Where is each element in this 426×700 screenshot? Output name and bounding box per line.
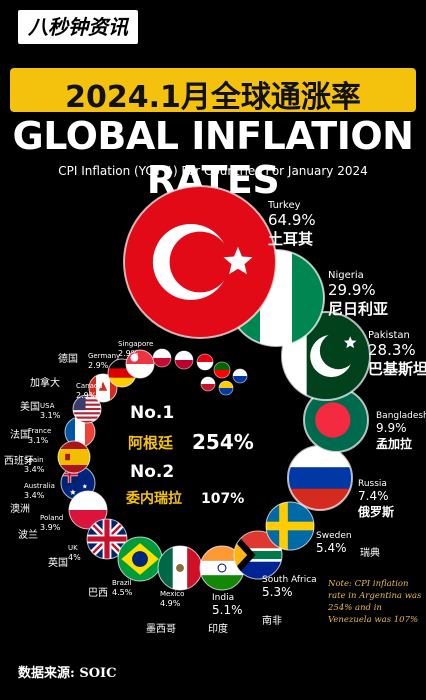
note-text: Note: CPI inflation rate in Argentina wa…	[328, 579, 422, 625]
label-cn-sweden: 瑞典	[360, 546, 380, 559]
title-banner: 2024.1月全球通涨率	[10, 68, 416, 115]
label-name-bangladesh: Bangladesh	[376, 411, 426, 421]
tiny-flag	[232, 368, 248, 384]
label-name-singapore: Singapore	[118, 340, 153, 348]
bubble-turkey	[123, 185, 277, 339]
label-cn-spain: 西班牙	[4, 455, 34, 467]
label-value-france: 3.1%	[28, 436, 49, 445]
label-value-brazil: 4.5%	[112, 588, 133, 597]
label-name-poland: Poland	[40, 514, 63, 522]
label-name-turkey: Turkey	[267, 200, 301, 211]
label-name-spain: Spain	[24, 456, 44, 464]
title-cn: 2024.1月全球通涨率	[65, 80, 361, 115]
tiny-flag	[213, 361, 231, 379]
label-name-france: France	[28, 427, 51, 435]
no1-country: 阿根廷	[128, 434, 174, 452]
label-name-sweden: Sweden	[316, 531, 352, 541]
label-value-mexico: 4.9%	[160, 599, 181, 608]
label-name-india: India	[212, 593, 234, 603]
label-cn-turkey: 土耳其	[268, 230, 313, 248]
label-name-pakistan: Pakistan	[368, 330, 410, 341]
no2-value: 107%	[201, 491, 244, 507]
tiny-flag	[200, 376, 216, 392]
bubble-russia	[287, 445, 353, 511]
no1-value: 254%	[192, 430, 254, 454]
label-value-bangladesh: 9.9%	[376, 421, 407, 435]
subtitle: CPI Inflation (YOY%) For Countries For J…	[58, 164, 368, 178]
source-label: 数据来源:	[18, 666, 75, 681]
no1-label: No.1	[130, 403, 174, 423]
label-name-germany: Germany	[88, 352, 120, 360]
label-value-canada: 2.9%	[76, 391, 97, 400]
data-source: 数据来源: SOIC	[18, 662, 116, 681]
label-name-uk: UK	[68, 544, 78, 552]
bubble-spain	[57, 440, 91, 474]
tiny-flag	[174, 350, 194, 370]
label-value-russia: 7.4%	[358, 489, 389, 503]
label-name-nigeria: Nigeria	[328, 270, 364, 281]
label-value-usa: 3.1%	[40, 411, 61, 420]
label-value-south-africa: 5.3%	[262, 585, 293, 599]
label-cn-france: 法国	[10, 428, 30, 441]
tiny-flag	[196, 353, 214, 371]
label-cn-mexico: 墨西哥	[146, 623, 176, 635]
label-value-nigeria: 29.9%	[328, 281, 376, 299]
label-name-mexico: Mexico	[160, 590, 184, 598]
label-cn-south-africa: 南非	[262, 614, 282, 627]
bubble-singapore	[125, 349, 155, 379]
label-cn-russia: 俄罗斯	[357, 504, 394, 519]
no2-label: No.2	[130, 462, 174, 482]
label-value-spain: 3.4%	[24, 465, 45, 474]
label-cn-germany: 德国	[58, 352, 78, 365]
label-value-uk: 4%	[68, 553, 81, 562]
label-cn-nigeria: 尼日利亚	[328, 300, 388, 318]
label-name-brazil: Brazil	[112, 579, 132, 587]
label-value-singapore: 2.9%	[118, 349, 139, 358]
bubble-india	[199, 545, 245, 591]
tiny-flag	[218, 380, 234, 396]
bubble-usa	[72, 394, 102, 424]
label-cn-bangladesh: 孟加拉	[376, 436, 412, 451]
label-value-sweden: 5.4%	[316, 541, 347, 555]
label-value-india: 5.1%	[212, 603, 243, 617]
bubble-brazil	[117, 536, 163, 582]
no2-country: 委内瑞拉	[125, 490, 182, 507]
label-cn-usa: 美国	[20, 400, 40, 413]
label-cn-canada: 加拿大	[30, 376, 60, 389]
small-flags	[152, 348, 248, 396]
label-value-germany: 2.9%	[88, 361, 109, 370]
label-value-poland: 3.9%	[40, 523, 61, 532]
label-name-usa: USA	[40, 402, 55, 410]
label-name-russia: Russia	[358, 479, 387, 489]
bubble-mexico	[157, 545, 203, 591]
center-text: No.1 阿根廷 254% No.2 委内瑞拉 107%	[125, 403, 254, 507]
label-cn-brazil: 巴西	[88, 587, 108, 599]
tiny-flag	[152, 348, 172, 368]
bubbles	[57, 185, 371, 591]
bubble-sweden	[265, 501, 315, 551]
label-value-australia: 3.4%	[24, 491, 45, 500]
brand-logo: 八秒钟资讯	[18, 10, 138, 44]
label-cn-poland: 波兰	[18, 528, 38, 541]
label-name-canada: Canada	[76, 382, 103, 390]
label-value-turkey: 64.9%	[268, 211, 316, 229]
label-name-south-africa: South Africa	[262, 575, 317, 585]
label-cn-pakistan: 巴基斯坦	[368, 360, 426, 378]
label-cn-australia: 澳洲	[10, 502, 30, 515]
label-cn-india: 印度	[208, 622, 228, 635]
source-name: SOIC	[79, 666, 117, 681]
label-value-pakistan: 28.3%	[368, 341, 416, 359]
label-cn-uk: 英国	[48, 556, 68, 569]
label-name-australia: Australia	[24, 482, 55, 490]
title-en: GLOBAL INFLATION RATES	[12, 114, 414, 202]
